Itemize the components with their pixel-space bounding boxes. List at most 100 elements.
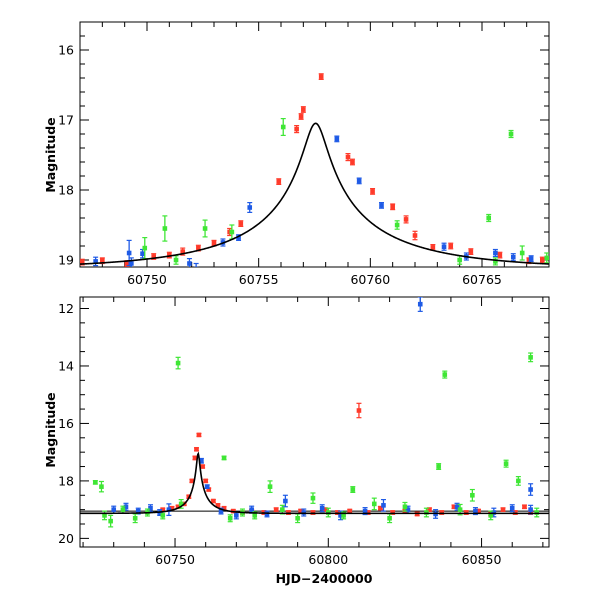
- data-point: [227, 515, 233, 521]
- data-point: [512, 510, 518, 515]
- data-point: [441, 244, 447, 249]
- data-point: [189, 478, 195, 484]
- data-point: [508, 131, 514, 137]
- bottom-panel-y-axis-label: Magnitude: [43, 392, 58, 467]
- panel-0-frame: [79, 21, 550, 268]
- data-point: [211, 240, 217, 246]
- data-point: [234, 513, 239, 518]
- data-point: [519, 250, 525, 256]
- data-point: [322, 507, 328, 512]
- data-point: [436, 464, 441, 469]
- data-point: [493, 259, 498, 264]
- data-point: [295, 515, 300, 521]
- data-point: [298, 114, 304, 119]
- y-tick-label: 14: [58, 358, 74, 373]
- data-point: [427, 507, 432, 512]
- data-point: [503, 461, 509, 466]
- data-point: [371, 501, 377, 507]
- data-point: [402, 504, 408, 510]
- data-point: [345, 154, 351, 160]
- data-point: [405, 507, 411, 512]
- x-tick-label: 60750: [127, 272, 167, 287]
- data-point: [264, 511, 270, 517]
- data-point: [93, 259, 98, 264]
- data-point: [280, 124, 286, 130]
- data-point: [140, 251, 145, 256]
- data-point: [276, 179, 282, 184]
- data-point: [335, 510, 340, 515]
- data-point: [111, 507, 117, 512]
- data-point: [454, 504, 460, 510]
- data-point: [424, 510, 429, 515]
- data-point: [206, 487, 212, 492]
- data-point: [283, 498, 288, 504]
- panel-0-data: [80, 73, 549, 267]
- y-tick-label: 18: [58, 473, 74, 488]
- data-point: [325, 510, 331, 515]
- data-point: [417, 301, 423, 307]
- data-point: [510, 254, 516, 260]
- data-point: [218, 508, 224, 514]
- data-point: [365, 510, 371, 515]
- y-tick-label: 12: [58, 301, 74, 316]
- y-tick-label: 16: [58, 416, 74, 431]
- data-point: [390, 510, 395, 515]
- data-point: [280, 507, 285, 512]
- model-curve: [80, 122, 549, 265]
- data-point: [356, 178, 362, 184]
- data-point: [457, 507, 463, 512]
- data-point: [162, 226, 168, 231]
- data-point: [493, 250, 498, 256]
- top-panel: Magnitude 60750 60755 60760 60765 16 17 18 19: [43, 21, 550, 287]
- x-tick-label: 60800: [308, 552, 348, 567]
- data-point: [468, 249, 474, 254]
- data-point: [120, 507, 126, 512]
- data-point: [370, 189, 375, 194]
- data-point: [126, 250, 132, 256]
- data-point: [310, 495, 316, 501]
- data-point: [193, 266, 199, 267]
- data-point: [238, 221, 244, 226]
- data-point: [211, 498, 216, 504]
- data-point: [540, 257, 545, 263]
- data-point: [522, 504, 527, 510]
- data-point: [196, 245, 201, 251]
- data-point: [381, 503, 386, 508]
- data-point: [528, 507, 533, 512]
- data-point: [180, 249, 186, 254]
- data-point: [412, 233, 418, 238]
- data-point: [534, 510, 540, 515]
- data-point: [221, 455, 227, 461]
- data-point: [100, 258, 105, 263]
- data-point: [236, 235, 241, 240]
- data-point: [301, 107, 306, 112]
- top-panel-y-axis-label: Magnitude: [43, 117, 58, 192]
- data-point: [298, 508, 304, 514]
- data-point: [334, 136, 340, 142]
- data-point: [378, 505, 383, 511]
- data-point: [187, 261, 192, 266]
- data-point: [160, 507, 166, 512]
- data-point: [132, 515, 138, 521]
- model-curve: [80, 451, 549, 515]
- data-point: [470, 492, 475, 498]
- data-point: [247, 205, 253, 210]
- data-point: [341, 513, 346, 518]
- data-point: [448, 243, 454, 249]
- data-point: [442, 372, 448, 377]
- data-point: [528, 355, 533, 360]
- data-point: [142, 245, 148, 251]
- data-point: [491, 510, 497, 515]
- data-point: [151, 254, 156, 259]
- data-point: [221, 505, 227, 511]
- data-point: [169, 505, 175, 511]
- data-point: [102, 513, 107, 518]
- data-point: [509, 505, 515, 511]
- data-point: [80, 259, 85, 265]
- data-point: [356, 408, 362, 413]
- x-tick-label: 60760: [350, 272, 390, 287]
- panel-1-frame: [79, 296, 550, 548]
- data-point: [108, 518, 113, 524]
- data-point: [215, 503, 221, 508]
